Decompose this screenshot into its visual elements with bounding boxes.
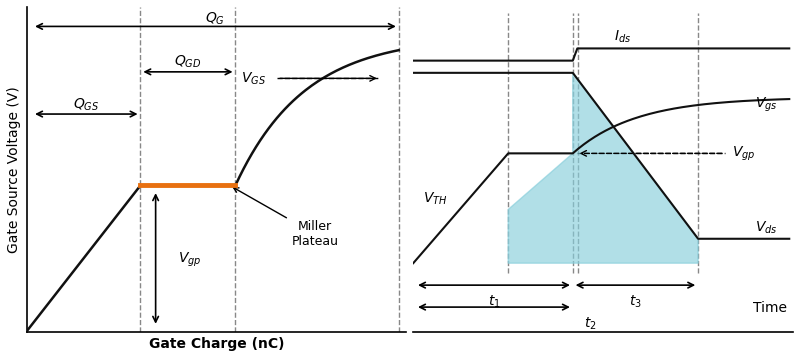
- Text: $t_2$: $t_2$: [584, 316, 597, 332]
- Text: $Q_{GS}$: $Q_{GS}$: [73, 96, 99, 112]
- Text: $V_{TH}$: $V_{TH}$: [422, 191, 447, 207]
- Text: Time: Time: [754, 301, 787, 315]
- Text: $I_{ds}$: $I_{ds}$: [614, 28, 630, 45]
- X-axis label: Gate Charge (nC): Gate Charge (nC): [149, 337, 284, 351]
- Text: $V_{gp}$: $V_{gp}$: [732, 144, 756, 163]
- Text: $t_1$: $t_1$: [488, 294, 500, 310]
- Text: $V_{GS}$: $V_{GS}$: [241, 70, 266, 87]
- Text: $Q_{GD}$: $Q_{GD}$: [174, 53, 202, 70]
- Y-axis label: Gate Source Voltage (V): Gate Source Voltage (V): [7, 86, 21, 253]
- Polygon shape: [508, 73, 698, 263]
- Text: $Q_G$: $Q_G$: [206, 10, 226, 26]
- Text: $V_{gp}$: $V_{gp}$: [178, 251, 202, 269]
- Text: $t_3$: $t_3$: [629, 294, 642, 310]
- Text: $V_{gs}$: $V_{gs}$: [755, 95, 778, 114]
- Text: $V_{ds}$: $V_{ds}$: [755, 220, 778, 236]
- Text: Miller
Plateau: Miller Plateau: [234, 188, 338, 248]
